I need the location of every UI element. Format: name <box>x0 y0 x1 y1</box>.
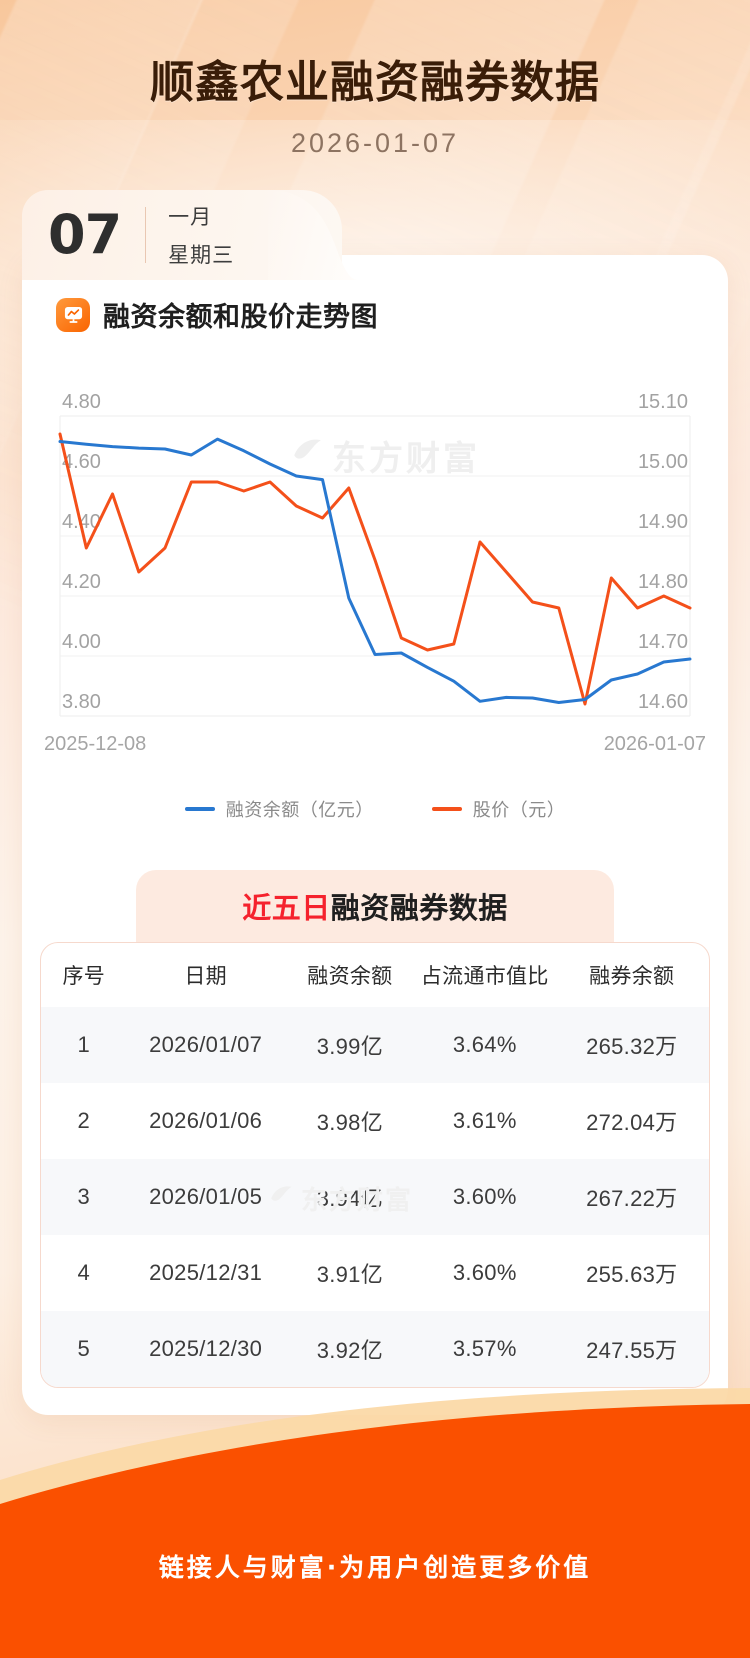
cell-margin-balance: 3.92亿 <box>316 1338 384 1363</box>
margin-balance-price-line-chart: 4.80 4.60 4.40 4.20 4.00 3.80 15.10 15.0… <box>44 391 706 755</box>
x-axis-start-label: 2025-12-08 <box>44 733 146 755</box>
legend-swatch-price <box>431 807 462 811</box>
legend-label-margin-balance: 融资余额（亿元） <box>225 800 374 820</box>
trend-monitor-icon <box>56 297 90 332</box>
table-row[interactable]: 1 2026/01/07 3.99亿 3.64% 265.32万 <box>41 1007 709 1083</box>
table-row[interactable]: 3 2026/01/05 3.94亿 3.60% 267.22万 <box>41 1159 709 1235</box>
series-line-price <box>58 432 692 706</box>
cell-short-balance: 272.04万 <box>586 1110 678 1135</box>
right-tick-1: 15.00 <box>638 451 688 473</box>
chart-title: 融资余额和股价走势图 <box>103 302 378 333</box>
cell-date: 2025/12/30 <box>149 1336 263 1361</box>
page-title: 顺鑫农业融资融券数据 <box>150 57 600 108</box>
legend-item-margin-balance: 融资余额（亿元） <box>184 796 374 822</box>
cell-pct-float-cap: 3.57% <box>452 1336 517 1361</box>
page-header: 顺鑫农业融资融券数据 2026-01-07 <box>0 0 750 159</box>
series-line-margin-balance <box>58 437 692 704</box>
right-tick-3: 14.80 <box>638 571 688 593</box>
cell-no: 3 <box>77 1184 91 1209</box>
date-day-number: 07 <box>48 203 122 266</box>
cell-short-balance: 267.22万 <box>586 1186 678 1211</box>
table-row[interactable]: 2 2026/01/06 3.98亿 3.61% 272.04万 <box>41 1083 709 1159</box>
cell-short-balance: 247.55万 <box>586 1338 678 1363</box>
cell-no: 2 <box>77 1108 91 1133</box>
legend-item-price: 股价（元） <box>431 796 566 822</box>
chart-legend: 融资余额（亿元） 股价（元） <box>22 796 728 822</box>
chart-container: 东方财富 4.80 4.60 4.40 4.20 4.00 3.8 <box>22 356 728 856</box>
page-subtitle-date: 2026-01-07 <box>290 128 460 158</box>
cell-pct-float-cap: 3.60% <box>452 1260 517 1285</box>
footer-slogan: 链接人与财富·为用户创造更多价值 <box>158 1553 592 1582</box>
cell-no: 1 <box>77 1032 91 1057</box>
table-row[interactable]: 4 2025/12/31 3.91亿 3.60% 255.63万 <box>41 1235 709 1311</box>
cell-no: 4 <box>77 1260 91 1285</box>
date-card: 07 一月 星期三 <box>22 190 342 280</box>
cell-margin-balance: 3.99亿 <box>316 1034 384 1059</box>
table-badge-rest: 融资融券数据 <box>330 891 508 925</box>
legend-label-price: 股价（元） <box>472 800 566 820</box>
footer-wave <box>0 1388 750 1658</box>
right-tick-2: 14.90 <box>638 511 688 533</box>
left-tick-4: 4.00 <box>62 631 101 653</box>
cell-short-balance: 255.63万 <box>586 1262 678 1287</box>
table-header-row: 序号 日期 融资余额 占流通市值比 融券余额 <box>41 943 709 1007</box>
left-tick-5: 3.80 <box>62 691 101 713</box>
column-header-no: 序号 <box>62 965 106 988</box>
left-axis-ticks: 4.80 4.60 4.40 4.20 4.00 3.80 <box>62 391 101 713</box>
table-section: 近五日融资融券数据 序号 日期 融资余额 占流通市值比 融券余额 1 2026/… <box>22 870 728 1388</box>
chart-gridlines <box>59 415 691 717</box>
column-header-short-balance: 融券余额 <box>589 965 675 988</box>
cell-no: 5 <box>77 1336 91 1361</box>
right-tick-0: 15.10 <box>638 391 688 413</box>
date-divider <box>145 207 147 263</box>
margin-trading-table: 序号 日期 融资余额 占流通市值比 融券余额 1 2026/01/07 3.99… <box>40 942 710 1388</box>
x-axis-end-label: 2026-01-07 <box>604 733 706 755</box>
cell-short-balance: 265.32万 <box>586 1034 678 1059</box>
cell-pct-float-cap: 3.60% <box>452 1184 517 1209</box>
cell-date: 2025/12/31 <box>149 1260 263 1285</box>
cell-pct-float-cap: 3.61% <box>452 1108 517 1133</box>
left-tick-1: 4.60 <box>62 451 101 473</box>
column-header-date: 日期 <box>184 965 227 988</box>
cell-margin-balance: 3.94亿 <box>316 1186 384 1211</box>
right-tick-5: 14.60 <box>638 691 688 713</box>
right-axis-ticks: 15.10 15.00 14.90 14.80 14.70 14.60 <box>638 391 688 713</box>
left-tick-3: 4.20 <box>62 571 101 593</box>
date-month: 一月 <box>168 206 213 229</box>
legend-swatch-margin-balance <box>184 807 215 811</box>
date-weekday: 星期三 <box>168 244 235 267</box>
cell-margin-balance: 3.91亿 <box>316 1262 384 1287</box>
left-tick-0: 4.80 <box>62 391 101 413</box>
chart-section: 融资余额和股价走势图 东方财富 <box>22 295 728 856</box>
cell-margin-balance: 3.98亿 <box>316 1110 384 1135</box>
cell-date: 2026/01/06 <box>149 1108 263 1133</box>
page-footer: 链接人与财富·为用户创造更多价值 <box>0 1388 750 1658</box>
table-title-badge: 近五日融资融券数据 <box>136 870 614 942</box>
column-header-margin-balance: 融资余额 <box>307 965 393 988</box>
cell-date: 2026/01/07 <box>149 1032 263 1057</box>
column-header-pct-float-cap: 占流通市值比 <box>420 965 549 988</box>
cell-pct-float-cap: 3.64% <box>452 1032 517 1057</box>
cell-date: 2026/01/05 <box>149 1184 263 1209</box>
right-tick-4: 14.70 <box>638 631 688 653</box>
table-badge-highlight: 近五日 <box>242 891 331 925</box>
table-row[interactable]: 5 2025/12/30 3.92亿 3.57% 247.55万 <box>41 1311 709 1387</box>
